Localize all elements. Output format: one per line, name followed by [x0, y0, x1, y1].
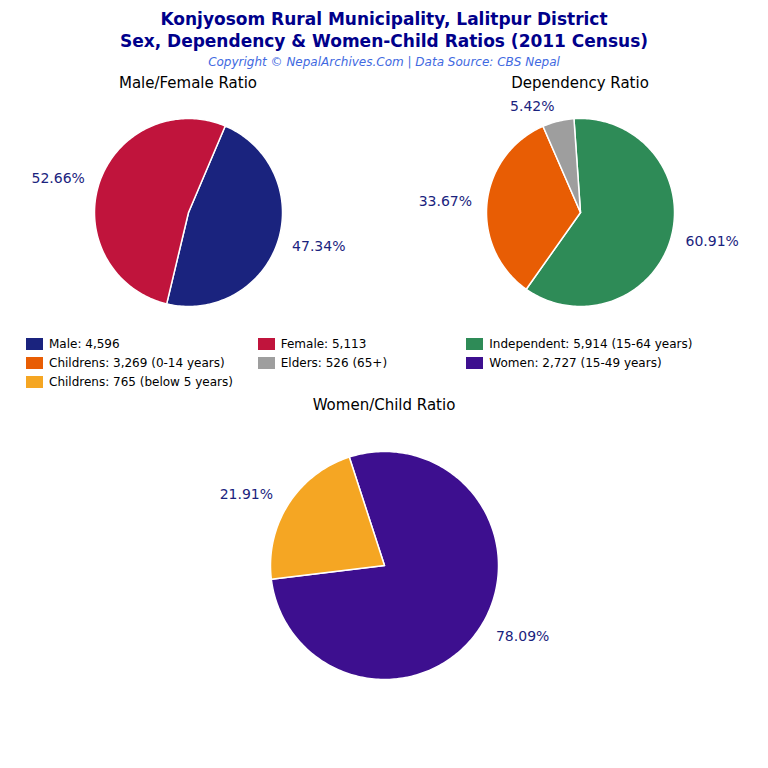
svg-text:78.09%: 78.09%: [496, 628, 549, 644]
html-text:Independent: 5,914 (15-64 year: Independent: 5,914 (15-64 years): [489, 337, 693, 351]
svg-text:52.66%: 52.66%: [32, 170, 85, 186]
svg-text:5.42%: 5.42%: [510, 98, 554, 114]
html-text:Childrens: 765 (below 5 years): Childrens: 765 (below 5 years): [49, 375, 233, 389]
html-text:Elders: 526 (65+): Elders: 526 (65+): [280, 356, 388, 370]
html-text:Female: 5,113: Female: 5,113: [280, 337, 367, 351]
html-text:Dependency Ratio: Dependency Ratio: [511, 74, 649, 92]
html-text:Childrens: 3,269 (0-14 years): Childrens: 3,269 (0-14 years): [49, 356, 225, 370]
html-text:Women: 2,727 (15-49 years): Women: 2,727 (15-49 years): [489, 356, 662, 370]
html-text:Konjyosom Rural Municipality,: Konjyosom Rural Municipality, Lalitpur D…: [160, 9, 608, 29]
svg-text:47.34%: 47.34%: [292, 238, 345, 254]
svg-text:21.91%: 21.91%: [220, 486, 273, 502]
html-text:Sex, Dependency & Women-Child: Sex, Dependency & Women-Child Ratios (20…: [119, 31, 649, 51]
svg-text:60.91%: 60.91%: [686, 233, 739, 249]
html-text:Copyright © NepalArchives.Com: Copyright © NepalArchives.Com | Data Sou…: [208, 55, 560, 69]
svg-text:33.67%: 33.67%: [419, 193, 472, 209]
html-text:Women/Child Ratio: Women/Child Ratio: [312, 396, 456, 414]
html-text:Male: 4,596: Male: 4,596: [49, 337, 120, 351]
html-text:Male/Female Ratio: Male/Female Ratio: [118, 74, 257, 92]
